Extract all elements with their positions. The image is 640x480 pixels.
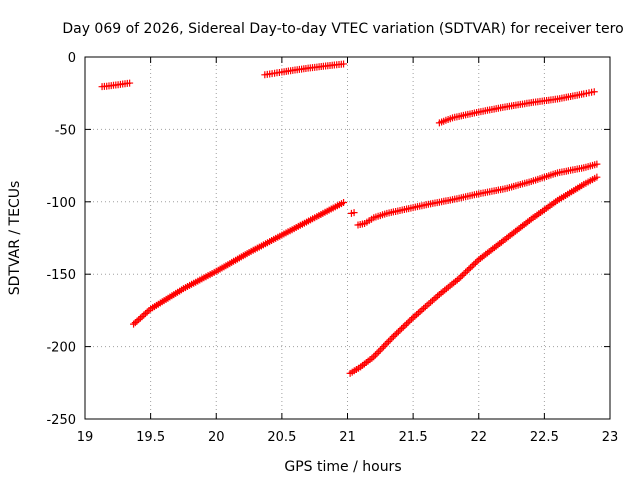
data-point-run: [503, 99, 533, 111]
data-point: [130, 320, 138, 328]
x-tick-label: 21.5: [399, 430, 428, 445]
data-point-run: [477, 237, 507, 262]
data-point-run: [359, 354, 376, 369]
y-tick-label: 0: [68, 51, 76, 66]
data-point-run: [182, 268, 218, 292]
data-point: [389, 332, 397, 340]
data-point-run: [356, 220, 366, 228]
data-point-run: [451, 109, 481, 121]
x-tick-label: 19.5: [136, 430, 165, 445]
data-point-run: [529, 95, 559, 106]
data-point-run: [363, 215, 375, 226]
data-point-run: [131, 307, 153, 327]
data-point-run: [438, 115, 454, 126]
data-point: [593, 160, 601, 168]
data-point: [593, 173, 601, 181]
data-point-run: [263, 69, 283, 78]
data-point-run: [582, 174, 599, 187]
axis-ticks: [84, 56, 611, 420]
data-point-run: [556, 182, 586, 203]
data-point-run: [582, 161, 599, 171]
data-point-run: [280, 215, 317, 238]
data-point-run: [437, 276, 461, 297]
data-point-run: [477, 103, 507, 116]
data-point-run: [280, 66, 297, 76]
data-point-run: [556, 90, 586, 103]
data-point: [350, 209, 358, 217]
x-tick-label: 19: [77, 430, 94, 445]
data-point: [340, 60, 348, 68]
chart-title: Day 069 of 2026, Sidereal Day-to-day VTE…: [62, 21, 623, 37]
data-point-run: [247, 232, 284, 255]
data-point-run: [503, 217, 533, 242]
data-point-run: [333, 60, 345, 69]
data-point-run: [214, 250, 251, 274]
x-tick-label: 22.5: [530, 430, 559, 445]
data-point-run: [457, 257, 481, 281]
data-point-run: [149, 286, 185, 312]
y-tick-label: -200: [46, 341, 76, 356]
data-point-run: [293, 65, 310, 74]
data-point-run: [385, 206, 408, 217]
series-arc-3: [130, 199, 348, 328]
series-arc-4a: [347, 209, 358, 217]
y-tick-label: -150: [46, 268, 76, 283]
series-arc-2: [261, 60, 348, 79]
data-point-run: [313, 200, 345, 221]
data-points: [98, 60, 601, 377]
y-tick-label: -100: [46, 196, 76, 211]
x-tick-label: 22: [470, 430, 487, 445]
data-point: [590, 88, 598, 96]
data-point-run: [503, 178, 533, 192]
data-point-run: [371, 334, 396, 359]
series-arc-6: [346, 173, 601, 377]
y-axis-title: SDTVAR / TECUs: [7, 181, 23, 296]
data-point-run: [100, 82, 113, 90]
x-tick-label: 21: [339, 430, 356, 445]
y-tick-label: -50: [55, 123, 76, 138]
x-tick-label: 20.5: [267, 430, 296, 445]
series-arc-1: [98, 79, 134, 91]
y-tick-label: -250: [46, 413, 76, 428]
data-point-run: [405, 201, 428, 213]
data-point-run: [582, 88, 596, 97]
data-point-run: [306, 63, 323, 72]
x-tick-label: 20: [208, 430, 225, 445]
series-arc-4b: [354, 160, 601, 229]
data-point-run: [391, 315, 415, 339]
data-point-run: [477, 185, 507, 197]
data-point: [126, 79, 134, 87]
data-point-run: [348, 364, 362, 376]
data-point-run: [529, 170, 559, 185]
data-point-run: [529, 198, 560, 222]
data-point-run: [424, 196, 454, 208]
data-point-run: [411, 292, 442, 320]
x-tick-label: 23: [602, 430, 619, 445]
axis-tick-labels: 19 19.5 20 20.5 21 21.5 22 22.5 23 0 -50 -100 -150 -2…: [46, 51, 618, 445]
data-point-run: [319, 61, 336, 70]
data-point-run: [119, 79, 131, 88]
data-point: [340, 199, 348, 207]
series-arc-5: [435, 88, 598, 127]
data-point-run: [451, 190, 481, 203]
data-point: [455, 275, 463, 283]
data-point-run: [372, 210, 389, 221]
x-axis-title: GPS time / hours: [284, 459, 401, 475]
grid-lines: [85, 57, 610, 419]
data-point-run: [110, 81, 122, 89]
data-point-run: [556, 164, 586, 176]
